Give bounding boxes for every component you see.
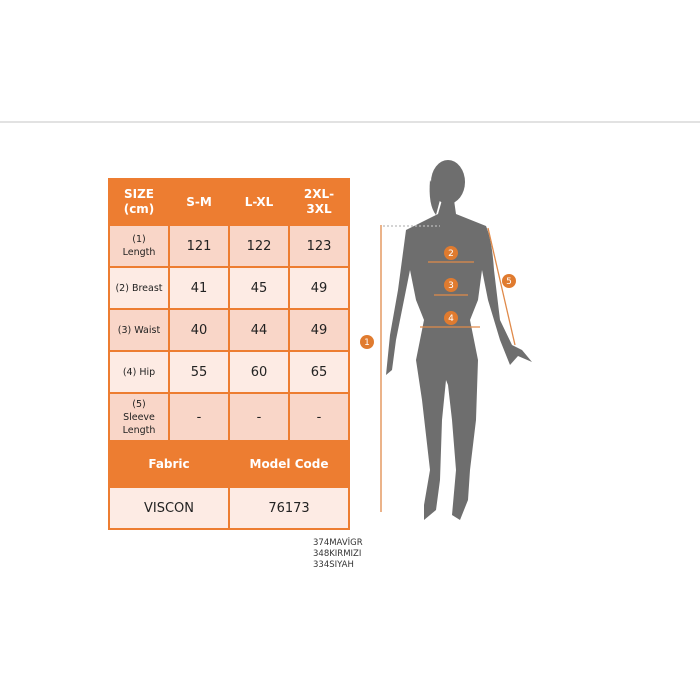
cell: 60 xyxy=(228,350,290,394)
cell: 40 xyxy=(168,308,230,352)
footer-value-row: VISCON 76173 xyxy=(108,486,350,530)
color-code: 348KIRMIZI xyxy=(313,549,362,559)
cell: - xyxy=(288,392,350,442)
divider-line xyxy=(0,121,700,123)
header-s-m: S-M xyxy=(168,178,230,226)
table-row: (1) Length 121 122 123 xyxy=(108,224,350,268)
table-row: (5) Sleeve Length - - - xyxy=(108,392,350,442)
color-code: 334SIYAH xyxy=(313,560,354,570)
model-code-value: 76173 xyxy=(228,486,350,530)
table-row: (2) Breast 41 45 49 xyxy=(108,266,350,310)
cell: 49 xyxy=(288,308,350,352)
fabric-value: VISCON xyxy=(108,486,230,530)
table-row: (3) Waist 40 44 49 xyxy=(108,308,350,352)
cell: - xyxy=(228,392,290,442)
measure-lines xyxy=(380,225,516,512)
header-fabric: Fabric xyxy=(108,440,230,488)
row-label: (4) Hip xyxy=(108,350,170,394)
row-label: (5) Sleeve Length xyxy=(108,392,170,442)
table-row: (4) Hip 55 60 65 xyxy=(108,350,350,394)
marker-2: 2 xyxy=(448,249,454,259)
cell: 123 xyxy=(288,224,350,268)
measure-markers xyxy=(360,246,516,349)
cell: 65 xyxy=(288,350,350,394)
header-model-code: Model Code xyxy=(228,440,350,488)
cell: 44 xyxy=(228,308,290,352)
cell: 49 xyxy=(288,266,350,310)
cell: 121 xyxy=(168,224,230,268)
marker-3: 3 xyxy=(448,281,454,291)
header-size: SIZE (cm) xyxy=(108,178,170,226)
marker-5: 5 xyxy=(506,277,512,287)
cell: 45 xyxy=(228,266,290,310)
header-2xl-3xl-text: 2XL-3XL xyxy=(303,187,335,216)
marker-1: 1 xyxy=(364,338,370,348)
cell: - xyxy=(168,392,230,442)
row-label: (2) Breast xyxy=(108,266,170,310)
body-silhouette-diagram: 1 2 3 4 5 xyxy=(360,160,532,520)
row-label: (3) Waist xyxy=(108,308,170,352)
row-label: (1) Length xyxy=(108,224,170,268)
header-l-xl: L-XL xyxy=(228,178,290,226)
header-2xl-3xl: 2XL-3XL xyxy=(288,178,350,226)
silhouette xyxy=(386,160,532,520)
header-row: SIZE (cm) S-M L-XL 2XL-3XL xyxy=(108,178,350,226)
cell: 122 xyxy=(228,224,290,268)
cell: 55 xyxy=(168,350,230,394)
cell: 41 xyxy=(168,266,230,310)
color-codes: 374MAVİGR 348KIRMIZI 334SIYAH xyxy=(313,538,363,571)
footer-header-row: Fabric Model Code xyxy=(108,440,350,488)
marker-4: 4 xyxy=(448,314,454,324)
size-chart-table: SIZE (cm) S-M L-XL 2XL-3XL (1) Length 121 … xyxy=(108,178,350,530)
color-code: 374MAVİGR xyxy=(313,538,363,548)
